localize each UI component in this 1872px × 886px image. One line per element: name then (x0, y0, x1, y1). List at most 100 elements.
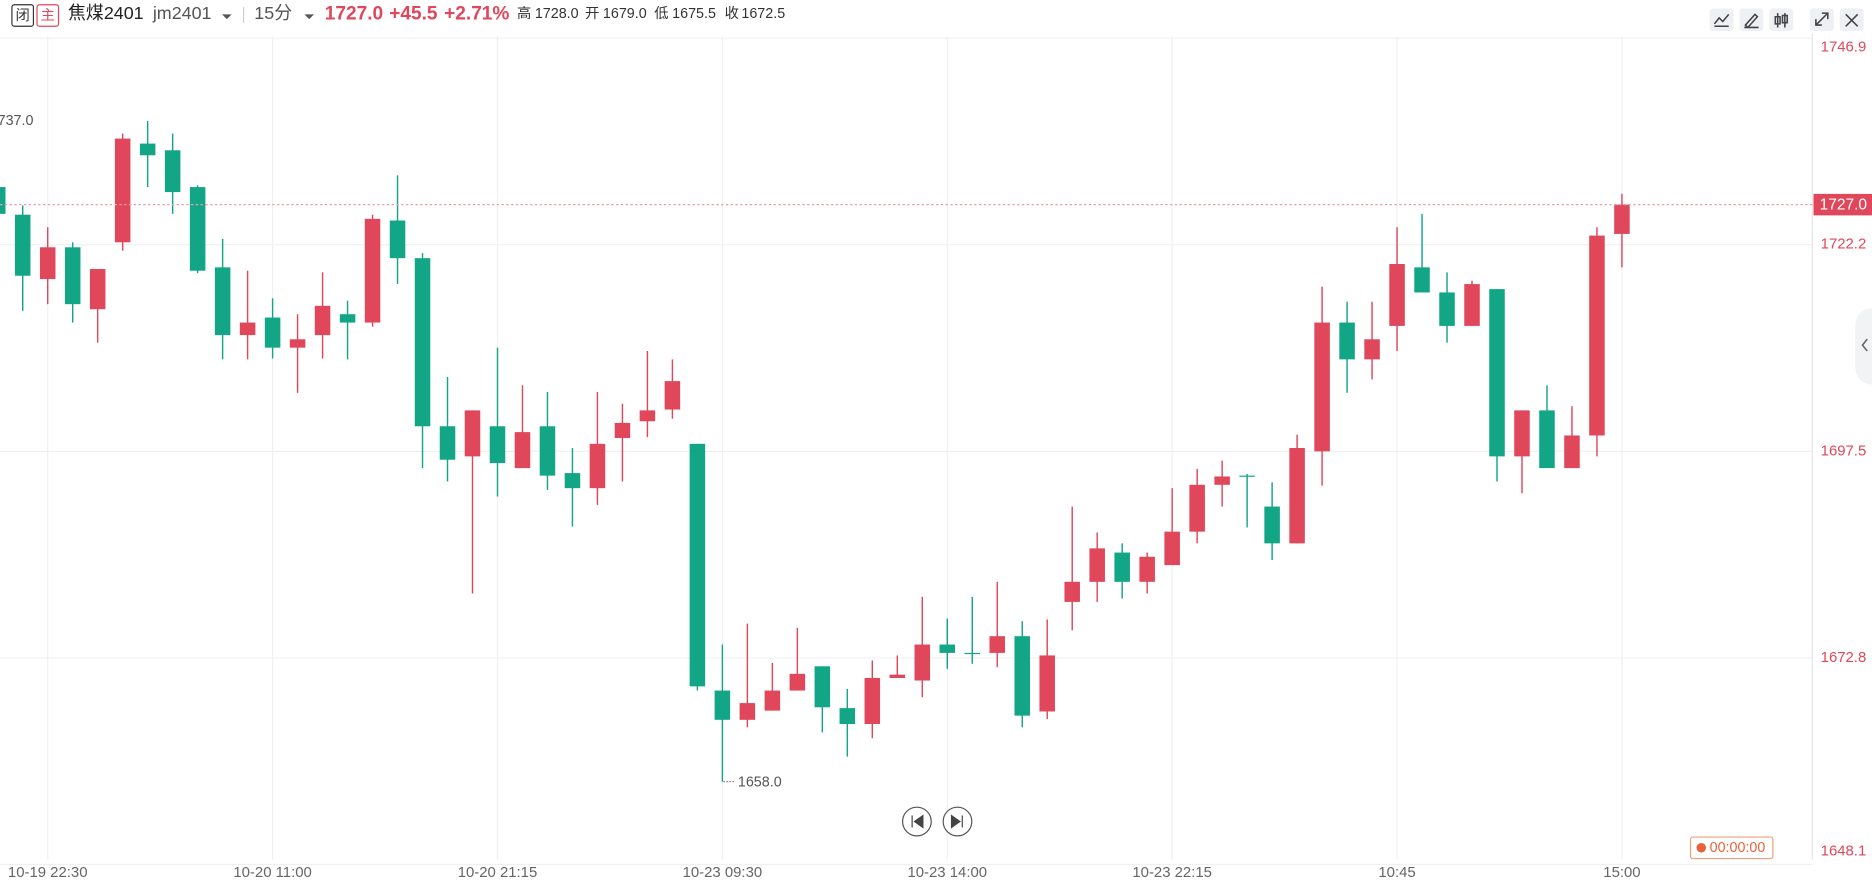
y-tick-label: 1746.9 (1821, 39, 1867, 56)
next-icon (950, 814, 963, 829)
y-tick-label: 1672.8 (1821, 649, 1867, 666)
timer-icon (1696, 843, 1707, 853)
candle-body (764, 690, 781, 711)
candle-body (414, 258, 431, 427)
candle-body (539, 426, 556, 476)
min-annotation: 1658.0 (738, 775, 782, 791)
candle-body (239, 322, 256, 336)
candle-body (164, 150, 181, 193)
candle-body (1239, 475, 1255, 477)
candle-body (1089, 548, 1105, 582)
price-change-pct: +2.71% (444, 3, 509, 24)
x-tick-label: 10-20 11:00 (233, 864, 311, 881)
current-price-label: 1727.0 (1820, 196, 1868, 213)
candle-body (1589, 235, 1605, 436)
candle-body (789, 673, 806, 691)
icon-fullscreen (1815, 12, 1829, 26)
price-change: +45.5 (389, 3, 438, 24)
last-price: 1727.0 (325, 3, 383, 24)
x-tick-label: 10-19 22:30 (8, 864, 88, 881)
candle-body (1114, 552, 1130, 582)
icon-candle (1774, 13, 1789, 28)
candle-body (1039, 655, 1055, 712)
candle-body (464, 410, 481, 457)
candle-body (14, 214, 31, 276)
candle-body (1214, 476, 1230, 485)
x-tick-label: 10-20 21:15 (458, 864, 538, 881)
high-label: 高 (517, 5, 531, 22)
instrument-code[interactable]: jm2401 (152, 3, 212, 23)
icon-indicator (1713, 13, 1730, 28)
candle-body (739, 703, 756, 720)
x-tick-label: 10-23 14:00 (907, 864, 987, 881)
y-tick-label: 1648.1 (1821, 842, 1867, 859)
candle-body (1164, 531, 1180, 566)
grid-layer (0, 35, 1813, 866)
candle-body (1464, 284, 1480, 326)
candle-body (564, 473, 581, 489)
candle-body (364, 218, 381, 323)
instrument-name: 焦煤2401 (68, 3, 144, 23)
close-value: 1672.5 (741, 6, 785, 22)
close-label: 收 (725, 5, 739, 22)
candle-body (989, 636, 1006, 653)
icon-close (1845, 13, 1859, 27)
candle-body (489, 426, 506, 464)
candle-body (1389, 264, 1405, 326)
toolbar-icons (1713, 12, 1859, 29)
x-tick-label: 10-23 22:15 (1132, 864, 1212, 881)
candle-body (1189, 484, 1205, 532)
candle-body (114, 138, 131, 243)
y-tick-label: 1697.5 (1821, 442, 1867, 459)
candle-body (839, 708, 856, 725)
candle-body (289, 339, 306, 348)
candle-body (689, 443, 706, 687)
prev-icon (911, 814, 924, 829)
candle-body (914, 644, 931, 681)
candle-body (1539, 410, 1555, 469)
side-tab-arrow (1861, 338, 1868, 352)
marks-layer (0, 121, 1630, 782)
high-value: 1728.0 (535, 6, 579, 22)
open-label: 开 (585, 6, 599, 22)
candle-body (714, 690, 731, 720)
candle-body (189, 187, 206, 271)
candle-body (864, 678, 881, 725)
candle-body (964, 652, 981, 655)
timer-box (1689, 836, 1774, 860)
candle-body (1139, 556, 1155, 582)
candle-body (889, 674, 906, 679)
candle-body (639, 410, 656, 422)
candle-body (514, 432, 531, 469)
candle-body (1514, 410, 1530, 457)
candle-body (439, 426, 456, 460)
close-button[interactable] (11, 4, 35, 27)
candle-body (1614, 204, 1630, 234)
x-tick-label: 10-23 09:30 (683, 864, 763, 881)
code-caret[interactable] (222, 14, 232, 20)
main-button[interactable] (36, 4, 60, 27)
tool-candle[interactable] (1769, 8, 1794, 32)
period-caret[interactable] (304, 14, 314, 20)
candle-body (1364, 339, 1380, 360)
candle-body (1339, 322, 1355, 360)
candle-body (614, 422, 631, 438)
timer: 00:00:00 (1710, 840, 1766, 856)
period[interactable]: 15分 (254, 3, 292, 23)
candle-body (589, 443, 606, 489)
x-tick-label: 15:00 (1603, 864, 1640, 881)
open-value: 1679.0 (603, 6, 647, 22)
candle-body (939, 644, 956, 653)
candle-body (0, 187, 6, 214)
icon-draw (1744, 13, 1759, 29)
candle-body (1489, 289, 1505, 457)
candle-body (1289, 448, 1305, 544)
candle-body (389, 220, 406, 259)
y-tick-label: 1722.2 (1821, 236, 1867, 253)
current-price-box (1813, 193, 1872, 216)
candle-body (139, 143, 156, 156)
candle-body (814, 666, 831, 708)
candle-body (1414, 267, 1430, 293)
